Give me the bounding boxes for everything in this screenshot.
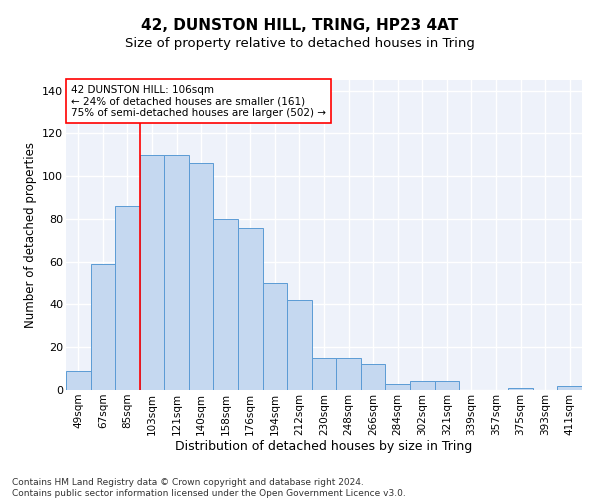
Text: 42 DUNSTON HILL: 106sqm
← 24% of detached houses are smaller (161)
75% of semi-d: 42 DUNSTON HILL: 106sqm ← 24% of detache… — [71, 84, 326, 118]
Y-axis label: Number of detached properties: Number of detached properties — [23, 142, 37, 328]
Bar — [189, 164, 214, 390]
Text: 42, DUNSTON HILL, TRING, HP23 4AT: 42, DUNSTON HILL, TRING, HP23 4AT — [142, 18, 458, 32]
Bar — [557, 386, 582, 390]
Bar — [287, 300, 312, 390]
Bar — [361, 364, 385, 390]
Text: Size of property relative to detached houses in Tring: Size of property relative to detached ho… — [125, 38, 475, 51]
Bar — [385, 384, 410, 390]
Bar — [434, 382, 459, 390]
X-axis label: Distribution of detached houses by size in Tring: Distribution of detached houses by size … — [175, 440, 473, 454]
Bar — [263, 283, 287, 390]
Bar — [140, 155, 164, 390]
Bar — [164, 155, 189, 390]
Bar — [410, 382, 434, 390]
Bar — [115, 206, 140, 390]
Bar — [312, 358, 336, 390]
Text: Contains HM Land Registry data © Crown copyright and database right 2024.
Contai: Contains HM Land Registry data © Crown c… — [12, 478, 406, 498]
Bar — [238, 228, 263, 390]
Bar — [508, 388, 533, 390]
Bar — [91, 264, 115, 390]
Bar — [66, 371, 91, 390]
Bar — [336, 358, 361, 390]
Bar — [214, 219, 238, 390]
